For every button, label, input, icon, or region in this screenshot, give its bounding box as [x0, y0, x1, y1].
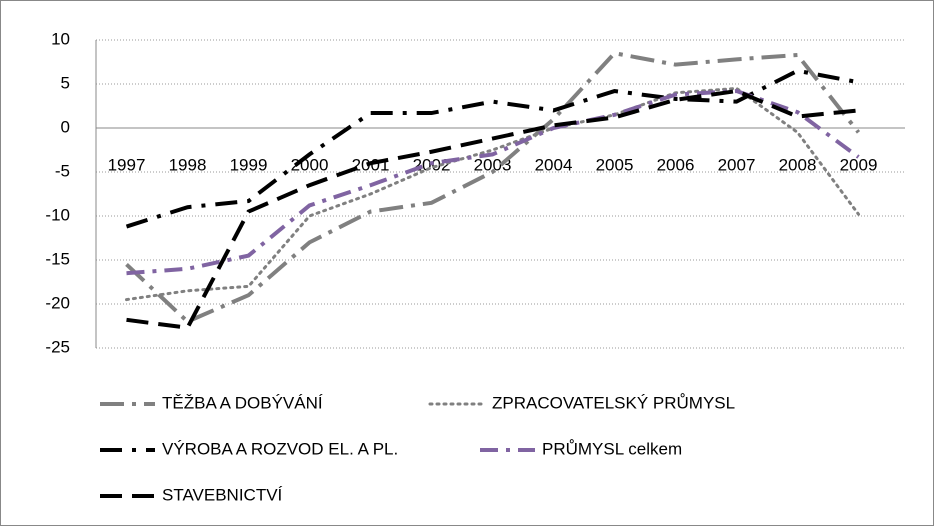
legend-label: PRŮMYSL celkem: [542, 439, 682, 458]
x-tick-label: 2003: [474, 155, 512, 174]
y-tick-label: 0: [61, 117, 70, 136]
x-tick-label: 2008: [779, 155, 817, 174]
x-tick-label: 1999: [230, 155, 268, 174]
legend-label: ZPRACOVATELSKÝ PRŮMYSL: [492, 393, 735, 412]
x-tick-label: 2007: [718, 155, 756, 174]
x-tick-label: 2006: [657, 155, 695, 174]
x-tick-label: 1997: [108, 155, 146, 174]
legend-label: TĚŽBA A DOBÝVÁNÍ: [162, 393, 323, 412]
y-tick-label: -5: [55, 161, 70, 180]
y-tick-label: -15: [45, 249, 70, 268]
y-tick-label: 10: [51, 29, 70, 48]
legend-label: VÝROBA A ROZVOD EL. A PL.: [162, 439, 398, 458]
series-line: [126, 89, 860, 276]
x-tick-label: 2005: [596, 155, 634, 174]
y-tick-label: -25: [45, 337, 70, 356]
legend-label: STAVEBNICTVÍ: [162, 485, 283, 504]
x-tick-label: 2004: [535, 155, 573, 174]
x-tick-label: 1998: [169, 155, 207, 174]
y-tick-label: -10: [45, 205, 70, 224]
series-line: [125, 68, 859, 229]
x-tick-label: 2009: [840, 155, 878, 174]
series-line: [126, 88, 859, 330]
series-line: [125, 86, 860, 302]
y-tick-label: 5: [61, 73, 70, 92]
y-tick-label: -20: [45, 293, 70, 312]
series-line: [125, 51, 861, 324]
